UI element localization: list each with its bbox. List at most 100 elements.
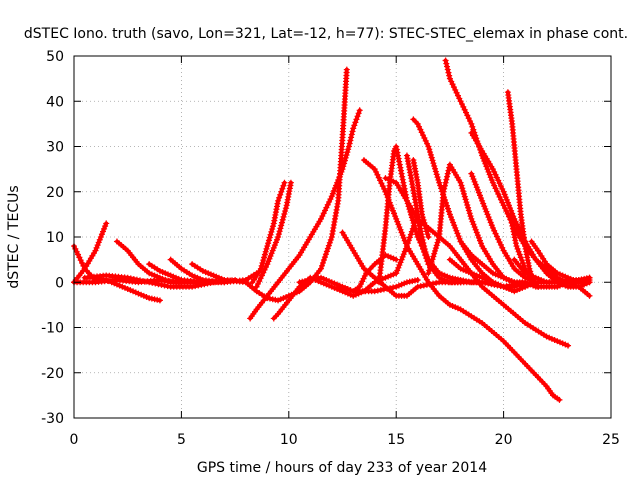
- data-point-marker: [418, 234, 425, 240]
- data-point-marker: [331, 280, 338, 287]
- data-point-marker: [394, 218, 401, 225]
- data-point-marker: [254, 280, 261, 287]
- data-point-marker: [318, 265, 325, 272]
- data-point-marker: [442, 179, 449, 186]
- data-point-marker: [194, 274, 201, 281]
- data-point-marker: [319, 213, 326, 220]
- data-point-marker: [265, 258, 272, 265]
- data-point-marker: [371, 288, 378, 295]
- data-point-marker: [478, 240, 485, 247]
- data-point-marker: [515, 224, 522, 231]
- data-point-marker: [151, 272, 158, 279]
- data-point-marker: [407, 231, 414, 238]
- data-point-marker: [127, 275, 134, 282]
- data-point-marker: [452, 86, 459, 93]
- data-point-marker: [473, 229, 480, 236]
- data-point-marker: [279, 216, 286, 223]
- data-point-marker: [268, 250, 275, 257]
- data-point-marker: [257, 265, 264, 272]
- data-point-marker: [402, 245, 409, 252]
- data-point-marker: [484, 166, 491, 173]
- y-tick-label: 40: [46, 94, 64, 110]
- data-point-marker: [282, 205, 289, 212]
- data-point-marker: [487, 219, 494, 226]
- data-point-marker: [94, 242, 101, 249]
- data-point-marker: [339, 166, 346, 173]
- data-point-marker: [483, 208, 490, 215]
- data-point-marker: [432, 165, 439, 172]
- data-point-marker: [496, 180, 503, 187]
- data-point-marker: [357, 281, 364, 288]
- data-point-marker: [485, 168, 492, 175]
- data-point-marker: [441, 276, 448, 283]
- data-point-marker: [500, 274, 507, 281]
- data-point-marker: [207, 271, 214, 278]
- data-point-marker: [408, 211, 415, 218]
- data-point-marker: [355, 110, 362, 117]
- data-point-marker: [374, 287, 381, 294]
- data-point-marker: [414, 283, 421, 290]
- data-point-marker: [275, 197, 282, 204]
- data-point-marker: [499, 244, 506, 251]
- data-point-marker: [534, 283, 541, 290]
- data-point-marker: [469, 173, 476, 180]
- data-point-marker: [390, 255, 397, 262]
- data-point-marker: [330, 187, 337, 194]
- data-point-marker: [489, 279, 496, 286]
- data-point-marker: [277, 225, 284, 232]
- data-point-marker: [422, 137, 429, 144]
- data-point-marker: [326, 198, 333, 205]
- data-point-marker: [140, 292, 147, 299]
- data-point-marker: [441, 185, 448, 192]
- series-28: [446, 256, 529, 290]
- data-point-marker: [502, 194, 509, 201]
- data-point-marker: [495, 236, 502, 243]
- data-point-marker: [460, 266, 467, 273]
- data-point-marker: [342, 154, 349, 161]
- data-point-marker: [459, 185, 466, 192]
- data-point-marker: [371, 166, 378, 173]
- data-point-marker: [320, 257, 327, 264]
- data-point-marker: [471, 178, 478, 185]
- data-point-marker: [445, 208, 452, 215]
- data-point-marker: [173, 274, 180, 281]
- data-point-marker: [77, 257, 84, 264]
- data-point-marker: [446, 72, 453, 79]
- data-point-marker: [429, 157, 436, 164]
- data-point-marker: [446, 211, 453, 218]
- data-point-marker: [382, 175, 389, 182]
- data-point-marker: [471, 224, 478, 231]
- data-point-marker: [464, 201, 471, 208]
- data-point-marker: [514, 221, 521, 228]
- data-point-marker: [318, 215, 325, 222]
- data-point-marker: [454, 92, 461, 99]
- data-point-marker: [331, 185, 338, 192]
- data-point-marker: [409, 225, 416, 232]
- data-point-marker: [398, 229, 405, 236]
- data-point-marker: [559, 340, 566, 347]
- chart-title: dSTEC Iono. truth (savo, Lon=321, Lat=-1…: [24, 26, 628, 42]
- data-point-marker: [495, 281, 502, 288]
- data-point-marker: [458, 101, 465, 108]
- data-point-marker: [266, 234, 273, 241]
- data-point-marker: [452, 304, 459, 311]
- data-point-marker: [474, 232, 481, 239]
- data-point-marker: [487, 174, 494, 181]
- data-point-marker: [97, 234, 104, 240]
- data-point-marker: [474, 186, 481, 193]
- data-point-marker: [406, 206, 413, 213]
- data-point-marker: [479, 197, 486, 204]
- data-point-marker: [76, 254, 83, 261]
- data-point-marker: [524, 280, 531, 287]
- data-point-marker: [456, 95, 463, 102]
- data-point-marker: [256, 278, 263, 285]
- data-point-marker: [433, 242, 440, 249]
- data-point-marker: [433, 279, 440, 286]
- data-point-marker: [501, 205, 508, 212]
- data-point-marker: [424, 231, 431, 238]
- data-point-marker: [124, 286, 131, 293]
- data-point-marker: [428, 259, 435, 266]
- data-point-marker: [189, 272, 196, 279]
- data-point-marker: [335, 283, 342, 290]
- data-point-marker: [338, 284, 345, 291]
